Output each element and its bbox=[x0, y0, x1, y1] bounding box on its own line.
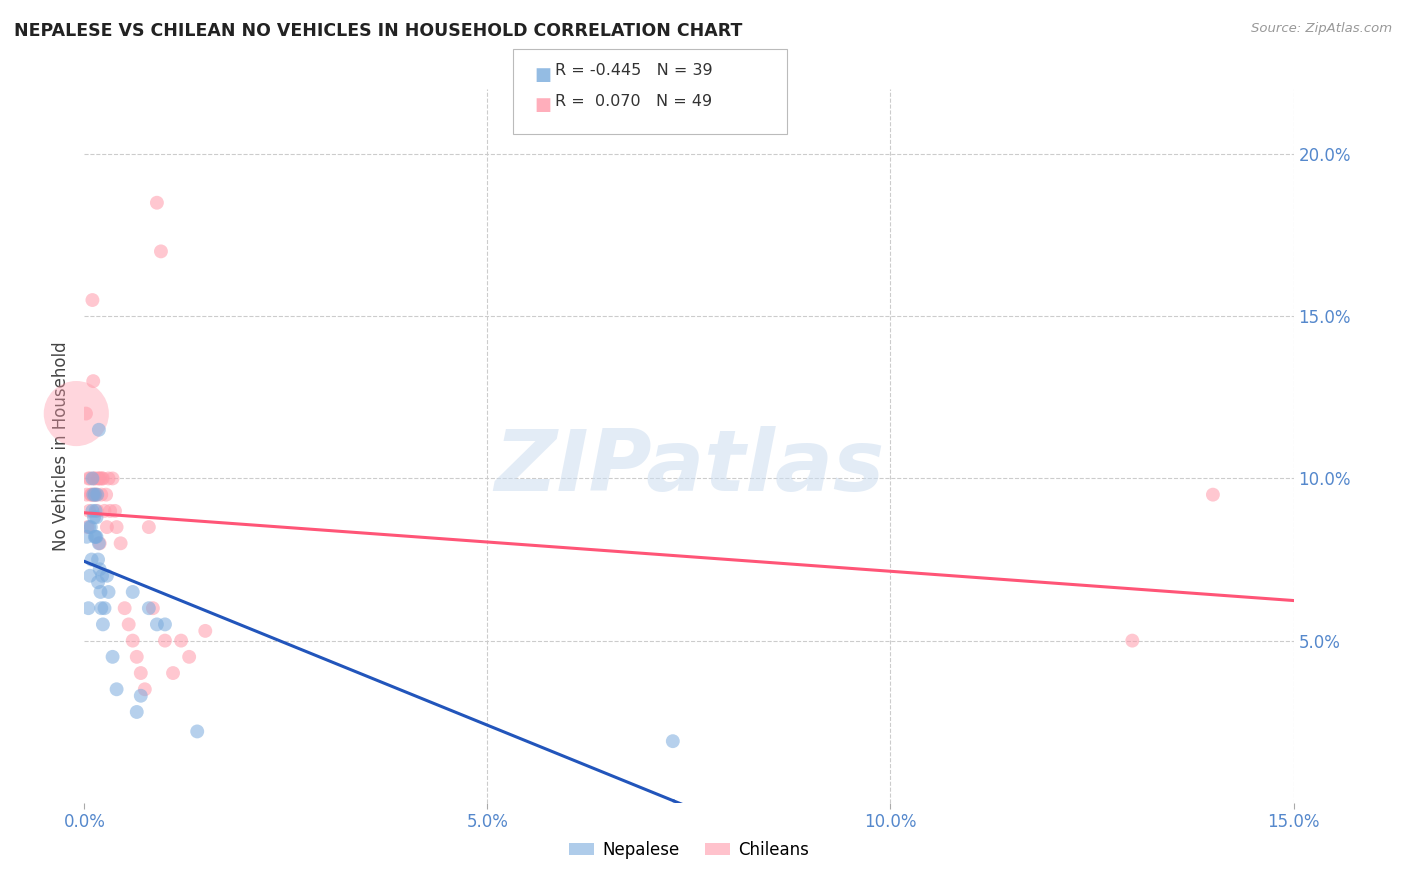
Text: Source: ZipAtlas.com: Source: ZipAtlas.com bbox=[1251, 22, 1392, 36]
Point bbox=[76, 530, 98, 544]
Point bbox=[138, 601, 160, 615]
Point bbox=[149, 244, 172, 259]
Point bbox=[87, 552, 110, 566]
Point bbox=[129, 689, 152, 703]
Point bbox=[80, 552, 103, 566]
Point bbox=[97, 471, 120, 485]
Point bbox=[146, 617, 169, 632]
Point bbox=[89, 585, 111, 599]
Point bbox=[134, 682, 156, 697]
Point bbox=[114, 601, 136, 615]
Point bbox=[179, 649, 201, 664]
Point bbox=[97, 585, 120, 599]
Point bbox=[186, 724, 208, 739]
Point bbox=[80, 488, 103, 502]
Point bbox=[83, 530, 105, 544]
Point bbox=[170, 633, 193, 648]
Point bbox=[101, 471, 124, 485]
Point bbox=[90, 601, 112, 615]
Point bbox=[84, 504, 107, 518]
Point bbox=[105, 520, 128, 534]
Point bbox=[90, 488, 112, 502]
Point bbox=[82, 293, 104, 307]
Point bbox=[79, 568, 101, 582]
Point bbox=[86, 488, 108, 502]
Point bbox=[82, 374, 104, 388]
Point bbox=[76, 488, 98, 502]
Point bbox=[138, 520, 160, 534]
Point bbox=[94, 488, 117, 502]
Text: ■: ■ bbox=[534, 66, 551, 84]
Point bbox=[84, 530, 107, 544]
Point bbox=[101, 649, 124, 664]
Text: NEPALESE VS CHILEAN NO VEHICLES IN HOUSEHOLD CORRELATION CHART: NEPALESE VS CHILEAN NO VEHICLES IN HOUSE… bbox=[14, 22, 742, 40]
Y-axis label: No Vehicles in Household: No Vehicles in Household bbox=[52, 341, 70, 551]
Point bbox=[86, 488, 108, 502]
Point bbox=[96, 520, 118, 534]
Point bbox=[118, 617, 141, 632]
Text: R = -0.445   N = 39: R = -0.445 N = 39 bbox=[555, 63, 713, 78]
Point bbox=[65, 407, 87, 421]
Point bbox=[91, 568, 114, 582]
Point bbox=[129, 666, 152, 681]
Point bbox=[662, 734, 685, 748]
Point bbox=[194, 624, 217, 638]
Point bbox=[91, 617, 114, 632]
Point bbox=[146, 195, 169, 210]
Point bbox=[91, 471, 114, 485]
Point bbox=[89, 562, 111, 576]
Point bbox=[104, 504, 127, 518]
Point bbox=[89, 536, 111, 550]
Point bbox=[79, 471, 101, 485]
Point bbox=[83, 471, 105, 485]
Point bbox=[91, 471, 114, 485]
Text: R =  0.070   N = 49: R = 0.070 N = 49 bbox=[555, 94, 713, 109]
Point bbox=[1202, 488, 1225, 502]
Point bbox=[83, 471, 105, 485]
Point bbox=[105, 682, 128, 697]
Point bbox=[153, 617, 176, 632]
Point bbox=[121, 633, 143, 648]
Point bbox=[77, 520, 100, 534]
Point bbox=[89, 471, 111, 485]
Point bbox=[82, 471, 104, 485]
Text: ■: ■ bbox=[534, 96, 551, 114]
Point bbox=[83, 510, 105, 524]
Point bbox=[86, 504, 108, 518]
Point bbox=[153, 633, 176, 648]
Point bbox=[87, 575, 110, 590]
Point bbox=[125, 705, 148, 719]
Point bbox=[87, 423, 110, 437]
Point bbox=[82, 504, 104, 518]
Point bbox=[80, 488, 103, 502]
Point bbox=[77, 601, 100, 615]
Point bbox=[80, 520, 103, 534]
Point bbox=[83, 488, 105, 502]
Point bbox=[77, 504, 100, 518]
Point bbox=[82, 488, 104, 502]
Point bbox=[93, 601, 115, 615]
Point bbox=[76, 520, 98, 534]
Point bbox=[87, 471, 110, 485]
Point bbox=[83, 488, 105, 502]
Point bbox=[77, 471, 100, 485]
Point bbox=[110, 536, 132, 550]
Point bbox=[98, 504, 121, 518]
Text: ZIPatlas: ZIPatlas bbox=[494, 425, 884, 509]
Point bbox=[125, 649, 148, 664]
Point bbox=[121, 585, 143, 599]
Point bbox=[162, 666, 184, 681]
Point bbox=[93, 504, 115, 518]
Point bbox=[84, 488, 107, 502]
Point bbox=[86, 530, 108, 544]
Point bbox=[87, 536, 110, 550]
Point bbox=[142, 601, 165, 615]
Point bbox=[87, 471, 110, 485]
Point bbox=[75, 407, 97, 421]
Point bbox=[86, 510, 108, 524]
Point bbox=[1121, 633, 1143, 648]
Point bbox=[96, 568, 118, 582]
Legend: Nepalese, Chileans: Nepalese, Chileans bbox=[562, 835, 815, 866]
